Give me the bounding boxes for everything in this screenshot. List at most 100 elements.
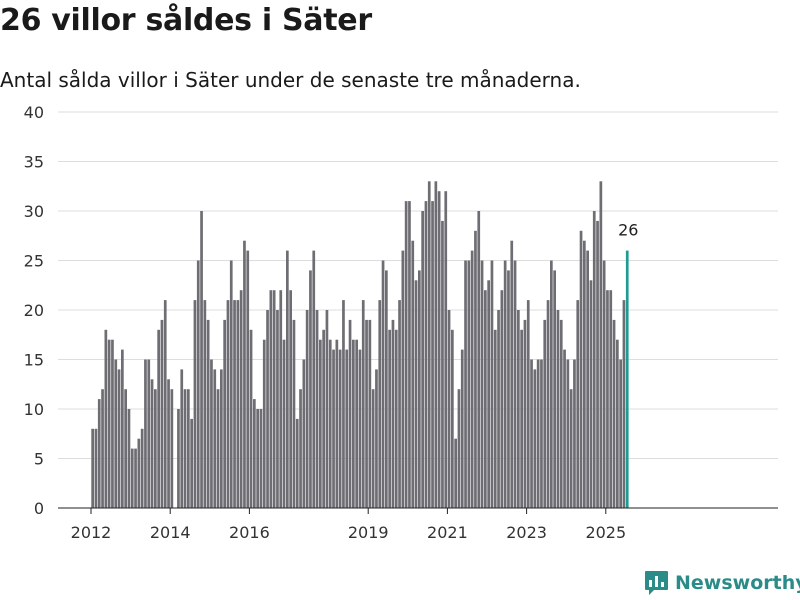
bar [236, 300, 240, 508]
bar [589, 280, 593, 508]
bar [147, 359, 151, 508]
bar [282, 339, 286, 508]
bar [223, 319, 226, 508]
bar [480, 260, 484, 508]
bar [477, 211, 481, 508]
y-tick-label: 35 [24, 153, 44, 172]
bar [592, 211, 596, 508]
bar [616, 339, 619, 508]
y-tick-label: 20 [24, 301, 44, 320]
bar [381, 260, 385, 508]
bar [573, 359, 576, 508]
y-tick-label: 15 [24, 351, 44, 370]
bar [540, 359, 543, 508]
bar [137, 438, 141, 508]
bar [352, 339, 355, 508]
bar [220, 369, 223, 508]
bar [437, 191, 441, 508]
bar [253, 399, 256, 508]
bar [566, 359, 570, 508]
bar [302, 359, 306, 508]
bar [543, 319, 547, 508]
bar [550, 260, 553, 508]
bar [517, 310, 520, 508]
bar [305, 310, 309, 508]
bar [107, 339, 111, 508]
bar [121, 349, 124, 508]
bar [226, 300, 230, 508]
bar [606, 290, 609, 508]
bar [150, 379, 154, 508]
x-tick-label: 2019 [348, 523, 389, 542]
bar [434, 181, 438, 509]
bar [388, 329, 391, 508]
bar [427, 181, 431, 509]
bar [134, 448, 137, 508]
bar [586, 250, 589, 508]
bar [203, 300, 207, 508]
bar [183, 389, 187, 508]
bar [391, 319, 395, 508]
bar [579, 230, 583, 509]
bar [408, 201, 411, 508]
bar [196, 260, 200, 508]
x-tick-label: 2025 [585, 523, 626, 542]
bar [401, 250, 405, 508]
bar [500, 290, 504, 508]
bar-chart-logo-icon [645, 571, 668, 595]
bar [536, 359, 540, 508]
x-tick-label: 2021 [427, 523, 468, 542]
bar [266, 310, 269, 508]
bar [111, 339, 114, 508]
highlight-data-label: 26 [618, 221, 638, 240]
bar [269, 290, 273, 508]
bar [460, 349, 464, 508]
brand-name: Newsworthy [675, 572, 800, 594]
bar [259, 409, 263, 508]
chart-title: 26 villor såldes i Säter [0, 3, 372, 38]
bar [319, 339, 322, 508]
bar [249, 329, 253, 508]
bar [335, 339, 339, 508]
bar [229, 260, 233, 508]
bar [526, 300, 530, 508]
bar [513, 260, 517, 508]
bar [213, 369, 217, 508]
bar [441, 220, 444, 508]
bar [493, 329, 497, 508]
y-tick-label: 5 [34, 450, 44, 469]
bar [431, 201, 434, 508]
bar [358, 349, 362, 508]
bar [286, 250, 289, 508]
bar [520, 329, 523, 508]
bar [398, 300, 401, 508]
bar [444, 191, 448, 508]
bar [187, 389, 190, 508]
bar [170, 389, 174, 508]
bar [239, 290, 243, 508]
bar [507, 270, 510, 508]
bar [361, 300, 365, 508]
bar [503, 260, 507, 508]
bar [309, 270, 312, 508]
bar [243, 240, 246, 508]
bar [117, 369, 121, 508]
bar [157, 329, 160, 508]
bar [124, 389, 127, 508]
bar [421, 211, 424, 508]
bar [325, 310, 329, 508]
bar [154, 389, 157, 508]
bar [180, 369, 184, 508]
bar [295, 418, 299, 508]
bar [487, 280, 490, 508]
bar [474, 230, 477, 509]
chart-subtitle: Antal sålda villor i Säter under de sena… [0, 68, 581, 92]
bar [322, 329, 325, 508]
y-tick-label: 40 [24, 103, 44, 122]
bar [411, 240, 415, 508]
bar [583, 240, 586, 508]
bar [619, 359, 622, 508]
bar [200, 211, 203, 508]
bar [163, 300, 167, 508]
